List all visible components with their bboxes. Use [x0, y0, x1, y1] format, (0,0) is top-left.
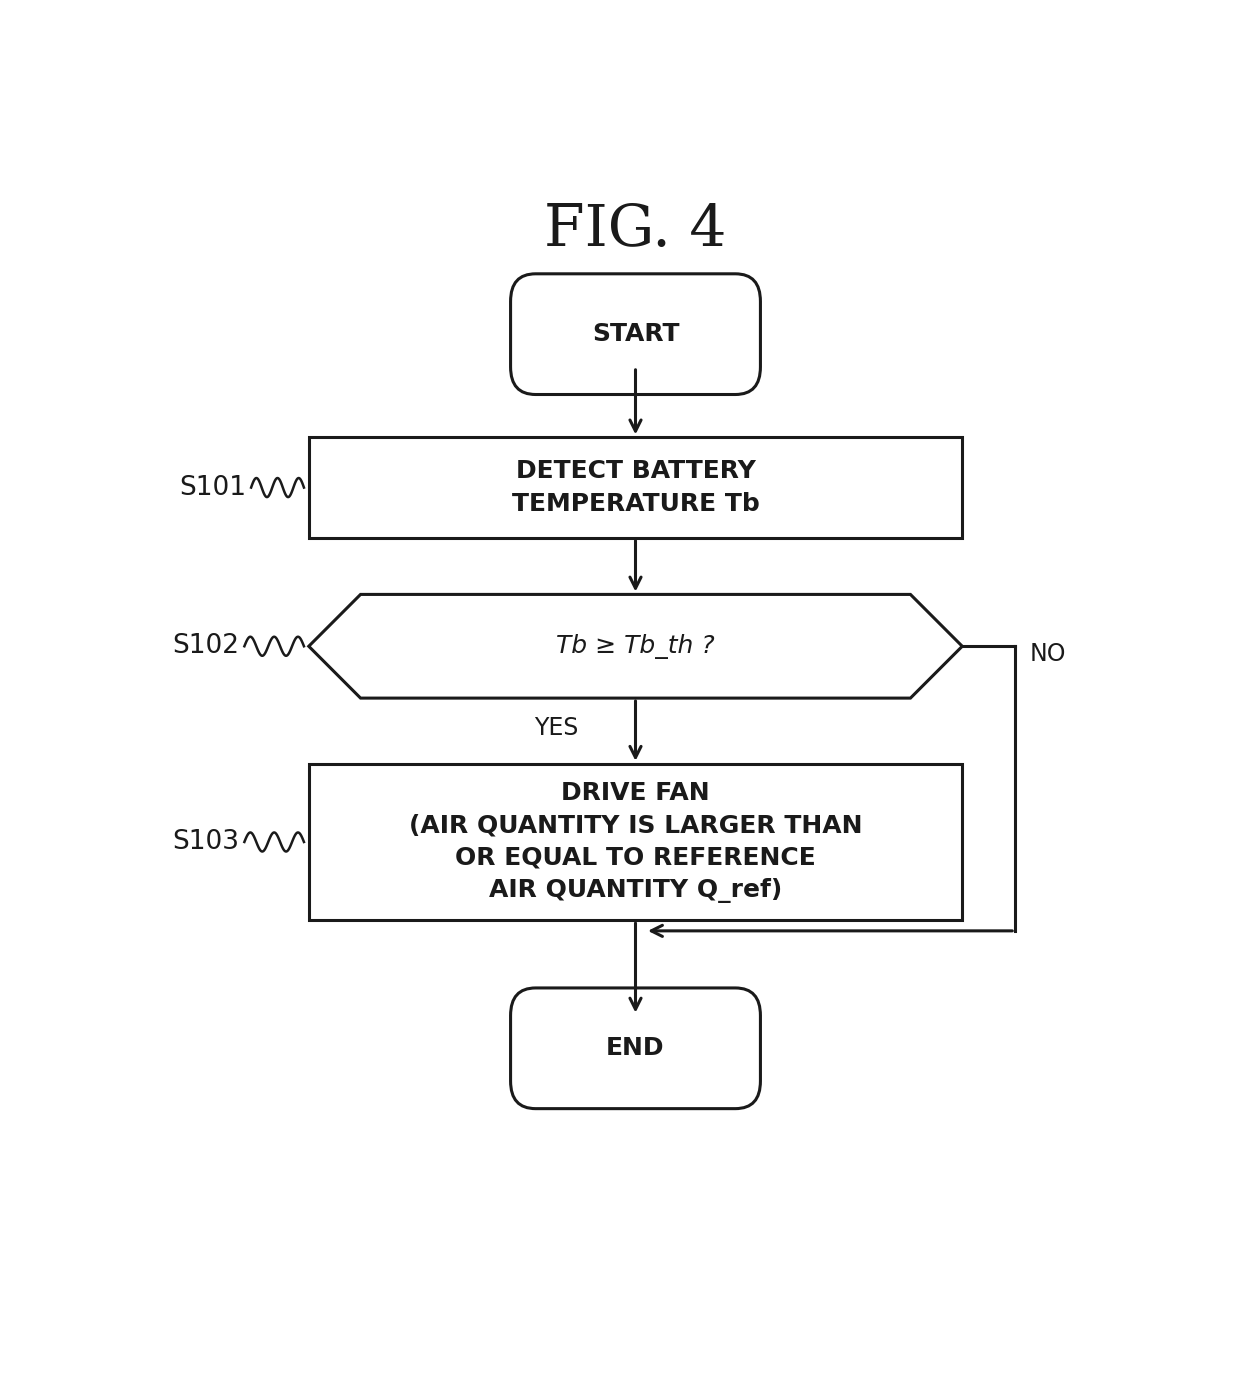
Text: DRIVE FAN
(AIR QUANTITY IS LARGER THAN
OR EQUAL TO REFERENCE
AIR QUANTITY Q_ref): DRIVE FAN (AIR QUANTITY IS LARGER THAN O… — [409, 780, 862, 903]
Bar — [309, 437, 962, 537]
FancyBboxPatch shape — [511, 988, 760, 1109]
Text: START: START — [591, 322, 680, 346]
Text: Tb ≥ Tb_th ?: Tb ≥ Tb_th ? — [557, 633, 714, 658]
Text: S103: S103 — [172, 829, 239, 855]
FancyBboxPatch shape — [511, 273, 760, 394]
Polygon shape — [309, 595, 962, 698]
Text: S102: S102 — [172, 633, 239, 660]
Bar — [309, 764, 962, 921]
Text: DETECT BATTERY
TEMPERATURE Tb: DETECT BATTERY TEMPERATURE Tb — [512, 459, 759, 515]
Text: FIG. 4: FIG. 4 — [544, 202, 727, 258]
Text: YES: YES — [534, 716, 579, 739]
Text: END: END — [606, 1036, 665, 1061]
Text: S101: S101 — [180, 474, 247, 500]
Text: NO: NO — [1029, 642, 1066, 665]
